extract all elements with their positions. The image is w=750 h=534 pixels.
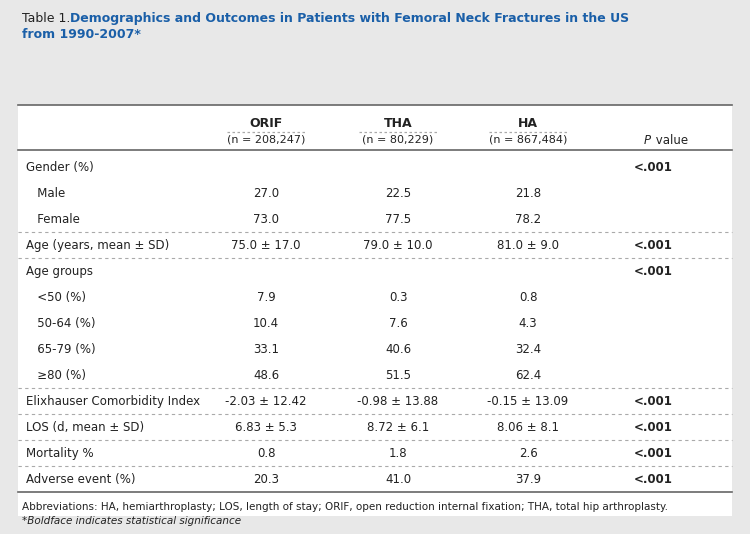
Text: Abbreviations: HA, hemiarthroplasty; LOS, length of stay; ORIF, open reduction i: Abbreviations: HA, hemiarthroplasty; LOS… bbox=[22, 502, 668, 512]
Text: <.001: <.001 bbox=[634, 421, 673, 434]
Text: HA: HA bbox=[518, 117, 538, 130]
Text: 1.8: 1.8 bbox=[388, 447, 407, 460]
Text: (n = 208,247): (n = 208,247) bbox=[226, 134, 305, 144]
Text: 78.2: 78.2 bbox=[515, 213, 541, 226]
Text: 2.6: 2.6 bbox=[519, 447, 537, 460]
Text: 81.0 ± 9.0: 81.0 ± 9.0 bbox=[497, 239, 559, 252]
Text: Demographics and Outcomes in Patients with Femoral Neck Fractures in the US: Demographics and Outcomes in Patients wi… bbox=[70, 12, 629, 25]
Text: <.001: <.001 bbox=[634, 239, 673, 252]
Text: ≥80 (%): ≥80 (%) bbox=[26, 369, 86, 382]
Text: Elixhauser Comorbidity Index: Elixhauser Comorbidity Index bbox=[26, 395, 200, 408]
Text: (n = 867,484): (n = 867,484) bbox=[489, 134, 567, 144]
Text: Table 1.: Table 1. bbox=[22, 12, 74, 25]
Text: 0.8: 0.8 bbox=[519, 291, 537, 304]
Text: ORIF: ORIF bbox=[249, 117, 283, 130]
Text: 62.4: 62.4 bbox=[514, 369, 541, 382]
Text: <.001: <.001 bbox=[634, 447, 673, 460]
Text: THA: THA bbox=[384, 117, 412, 130]
Text: <50 (%): <50 (%) bbox=[26, 291, 86, 304]
Text: P: P bbox=[644, 134, 651, 147]
Text: -2.03 ± 12.42: -2.03 ± 12.42 bbox=[225, 395, 307, 408]
Text: 21.8: 21.8 bbox=[515, 187, 541, 200]
Text: 8.72 ± 6.1: 8.72 ± 6.1 bbox=[367, 421, 429, 434]
Text: 0.3: 0.3 bbox=[388, 291, 407, 304]
Text: Gender (%): Gender (%) bbox=[26, 161, 94, 174]
Text: 48.6: 48.6 bbox=[253, 369, 279, 382]
Text: 51.5: 51.5 bbox=[385, 369, 411, 382]
Text: 6.83 ± 5.3: 6.83 ± 5.3 bbox=[235, 421, 297, 434]
Bar bbox=[18, 105, 732, 516]
Text: 40.6: 40.6 bbox=[385, 343, 411, 356]
Text: Age (years, mean ± SD): Age (years, mean ± SD) bbox=[26, 239, 170, 252]
Text: 7.9: 7.9 bbox=[256, 291, 275, 304]
Text: 22.5: 22.5 bbox=[385, 187, 411, 200]
Text: Male: Male bbox=[26, 187, 65, 200]
Text: 7.6: 7.6 bbox=[388, 317, 407, 330]
Text: 8.06 ± 8.1: 8.06 ± 8.1 bbox=[497, 421, 559, 434]
Text: -0.98 ± 13.88: -0.98 ± 13.88 bbox=[358, 395, 439, 408]
Text: 75.0 ± 17.0: 75.0 ± 17.0 bbox=[231, 239, 301, 252]
Text: Age groups: Age groups bbox=[26, 265, 93, 278]
Text: 79.0 ± 10.0: 79.0 ± 10.0 bbox=[363, 239, 433, 252]
Text: 41.0: 41.0 bbox=[385, 473, 411, 486]
Text: 0.8: 0.8 bbox=[256, 447, 275, 460]
Text: <.001: <.001 bbox=[634, 473, 673, 486]
Text: -0.15 ± 13.09: -0.15 ± 13.09 bbox=[488, 395, 568, 408]
Text: 27.0: 27.0 bbox=[253, 187, 279, 200]
Text: Female: Female bbox=[26, 213, 80, 226]
Text: 73.0: 73.0 bbox=[253, 213, 279, 226]
Text: Adverse event (%): Adverse event (%) bbox=[26, 473, 136, 486]
Text: 33.1: 33.1 bbox=[253, 343, 279, 356]
Text: 50-64 (%): 50-64 (%) bbox=[26, 317, 95, 330]
Text: *Boldface indicates statistical significance: *Boldface indicates statistical signific… bbox=[22, 516, 242, 526]
Text: from 1990-2007*: from 1990-2007* bbox=[22, 28, 141, 41]
Text: 4.3: 4.3 bbox=[519, 317, 537, 330]
Text: LOS (d, mean ± SD): LOS (d, mean ± SD) bbox=[26, 421, 144, 434]
Text: 32.4: 32.4 bbox=[515, 343, 541, 356]
Text: value: value bbox=[652, 134, 688, 147]
Text: Mortality %: Mortality % bbox=[26, 447, 94, 460]
Text: 10.4: 10.4 bbox=[253, 317, 279, 330]
Text: <.001: <.001 bbox=[634, 395, 673, 408]
Text: <.001: <.001 bbox=[634, 265, 673, 278]
Text: (n = 80,229): (n = 80,229) bbox=[362, 134, 434, 144]
Text: 20.3: 20.3 bbox=[253, 473, 279, 486]
Text: 65-79 (%): 65-79 (%) bbox=[26, 343, 96, 356]
Text: 77.5: 77.5 bbox=[385, 213, 411, 226]
Text: 37.9: 37.9 bbox=[515, 473, 541, 486]
Text: <.001: <.001 bbox=[634, 161, 673, 174]
